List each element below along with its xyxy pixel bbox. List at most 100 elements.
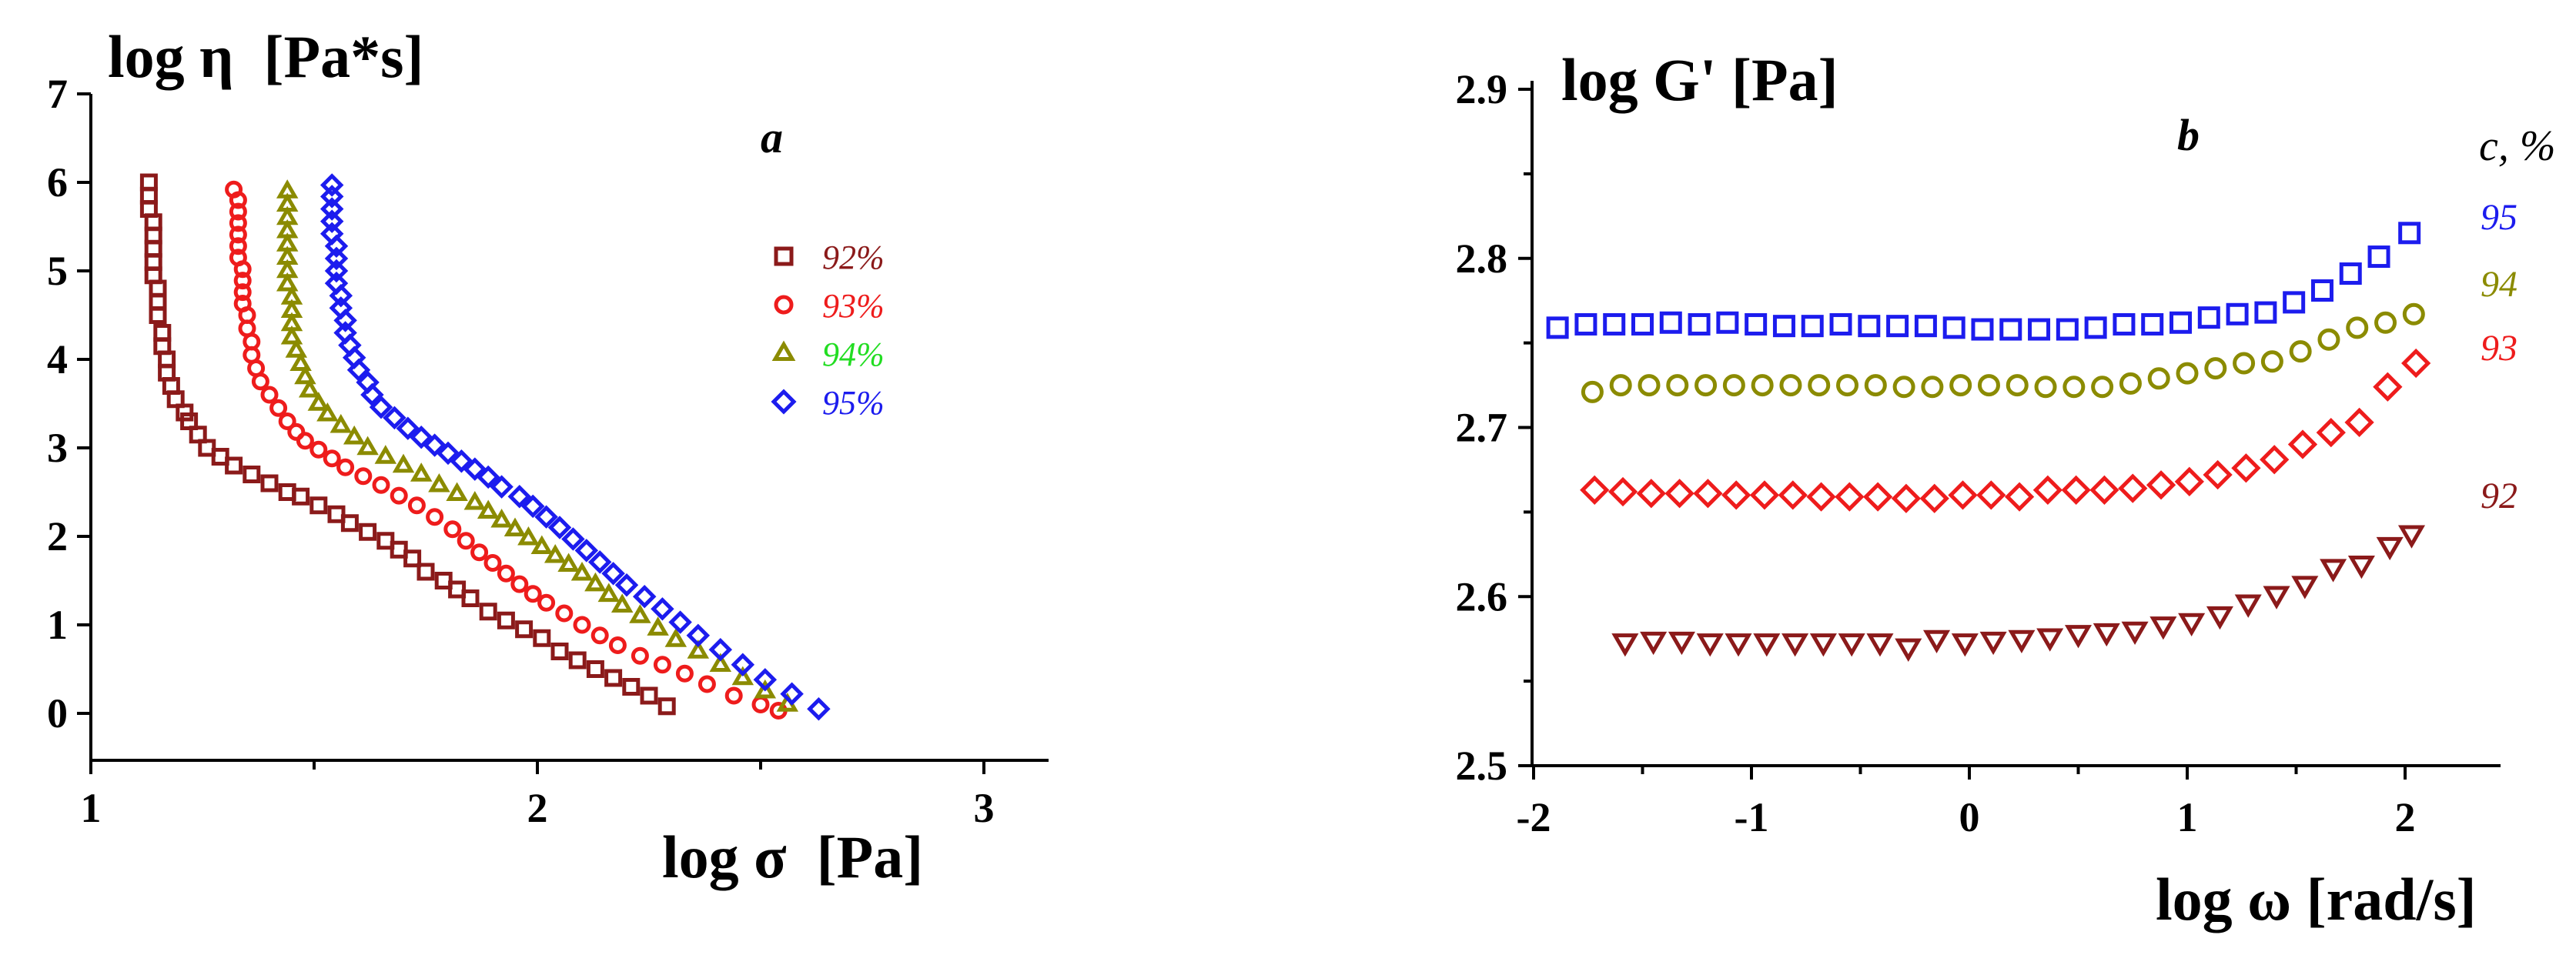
panel-a-point-95pct [686, 623, 711, 648]
panel-a-point-94pct [285, 339, 308, 358]
panel-a-y-tick-label: 7 [47, 71, 68, 117]
panel-a-point-94pct [754, 679, 777, 699]
panel-a-point-95pct [780, 682, 804, 706]
panel-b-point-94 [2204, 357, 2227, 380]
panel-b-point-92 [1979, 631, 2007, 656]
panel-b-point-92 [2376, 536, 2404, 561]
panel-b-point-92 [2291, 576, 2319, 599]
panel-a-point-95pct [668, 610, 692, 634]
panel-a-point-93pct [233, 260, 252, 279]
panel-a-point-92pct [359, 523, 377, 541]
panel-b-point-94 [1779, 374, 1802, 397]
panel-b-modulus-chart: 2.5 2.6 2.7 2.8 2.9 -2 -1 0 1 2 log G' [Pa] log ω… [1456, 46, 2556, 933]
panel-b-point-93 [2146, 470, 2176, 500]
panel-b-y-tick-label: 2.7 [1456, 405, 1508, 451]
panel-b-point-94 [1892, 376, 1915, 399]
panel-a-point-93pct [524, 585, 542, 603]
panel-b-point-93 [2316, 417, 2346, 448]
panel-b-point-94 [2233, 352, 2256, 375]
panel-a-point-93pct [555, 604, 574, 623]
panel-a-point-95pct [319, 185, 344, 209]
panel-b-point-92 [2263, 586, 2290, 609]
panel-a-point-93pct [233, 283, 252, 302]
panel-a-point-93pct [573, 616, 591, 634]
panel-a-point-93pct [537, 593, 556, 612]
panel-a-point-94pct [330, 413, 353, 433]
panel-a-point-95pct [614, 573, 639, 597]
panel-b-point-92 [2036, 628, 2064, 652]
panel-b-point-95 [1603, 312, 1626, 336]
panel-a-point-95pct [547, 516, 572, 539]
panel-a-point-95pct [329, 283, 353, 308]
panel-a-point-93pct [229, 237, 247, 255]
panel-b-point-95 [1659, 311, 1682, 334]
panel-a-point-95pct [369, 395, 393, 419]
panel-a-point-94pct [503, 517, 527, 537]
panel-b-point-92 [1895, 638, 1922, 662]
panel-a-point-93pct [287, 422, 306, 441]
panel-a-point-92pct [292, 487, 310, 506]
panel-a-point-95pct [324, 246, 349, 271]
panel-a-point-94pct [597, 583, 621, 603]
panel-b-point-94 [1864, 374, 1887, 397]
panel-a-point-94pct [570, 561, 594, 581]
panel-b-point-93 [1863, 482, 1893, 512]
panel-b-point-94 [2062, 376, 2086, 399]
panel-a-point-92pct [309, 496, 328, 515]
panel-a-point-92pct [497, 611, 515, 629]
panel-a-point-92pct [403, 549, 422, 568]
panel-a-point-95pct [507, 485, 532, 509]
panel-b-point-95 [2310, 279, 2333, 302]
panel-b-point-94 [1666, 374, 1689, 397]
panel-b-point-94 [2289, 340, 2312, 363]
panel-b-point-94 [2402, 302, 2425, 326]
panel-b-point-94 [1722, 374, 1745, 397]
panel-a-viscosity-chart: 0 1 2 3 4 5 6 7 1 2 3 log η [Pa*s] log σ [Pa] a 92… [47, 23, 1049, 890]
panel-b-point-94 [2091, 376, 2114, 399]
panel-a-point-94pct [687, 639, 710, 659]
panel-a-point-93pct [309, 440, 328, 459]
panel-a-point-94pct [584, 572, 607, 592]
panel-b-point-93 [1778, 480, 1808, 510]
panel-a-point-95pct [807, 697, 831, 721]
panel-b-point-92 [1781, 633, 1809, 657]
panel-a-point-92pct [568, 651, 587, 670]
panel-a-point-95pct [753, 668, 778, 692]
panel-b-point-93 [1806, 482, 1836, 512]
panel-b-point-95 [2254, 301, 2277, 324]
panel-a-legend-marker-95pct [771, 389, 797, 415]
panel-a-point-93pct [229, 191, 247, 209]
panel-a-point-92pct [657, 697, 676, 716]
panel-a-point-93pct [296, 432, 314, 450]
panel-a-point-93pct [269, 399, 288, 417]
panel-a-point-95pct [360, 382, 384, 407]
panel-a-point-94pct [517, 526, 540, 546]
panel-a-point-95pct [319, 197, 344, 221]
panel-a-point-93pct [608, 636, 627, 654]
panel-b-y-tick-label: 2.9 [1456, 66, 1508, 112]
panel-b-point-95 [1772, 315, 1795, 338]
panel-a-point-95pct [396, 416, 420, 440]
panel-b-point-93 [2032, 475, 2063, 505]
panel-b-point-95 [1631, 312, 1654, 336]
panel-a-point-93pct [510, 575, 529, 593]
panel-a-y-axis-title: log η [Pa*s] [108, 23, 423, 90]
panel-b-point-92 [1866, 633, 1894, 657]
panel-b-point-92 [1838, 633, 1865, 657]
panel-a-point-95pct [651, 597, 674, 621]
panel-b-point-92 [2397, 525, 2426, 549]
panel-b-x-tick-label: -1 [1735, 794, 1769, 840]
panel-a-point-93pct [233, 272, 252, 290]
panel-a-point-92pct [461, 589, 480, 607]
panel-a-point-93pct [653, 656, 671, 674]
panel-a-y-tick-label: 5 [47, 248, 68, 294]
panel-b-point-92 [1668, 631, 1695, 656]
panel-a-point-94pct [307, 392, 330, 411]
panel-a-point-93pct [631, 646, 649, 665]
panel-a-y-tick-label: 0 [47, 690, 68, 736]
panel-a-legend-label: 94% [822, 336, 885, 373]
panel-a-point-94pct [530, 535, 554, 555]
panel-a-point-93pct [229, 225, 247, 244]
panel-a-point-92pct [550, 643, 569, 660]
